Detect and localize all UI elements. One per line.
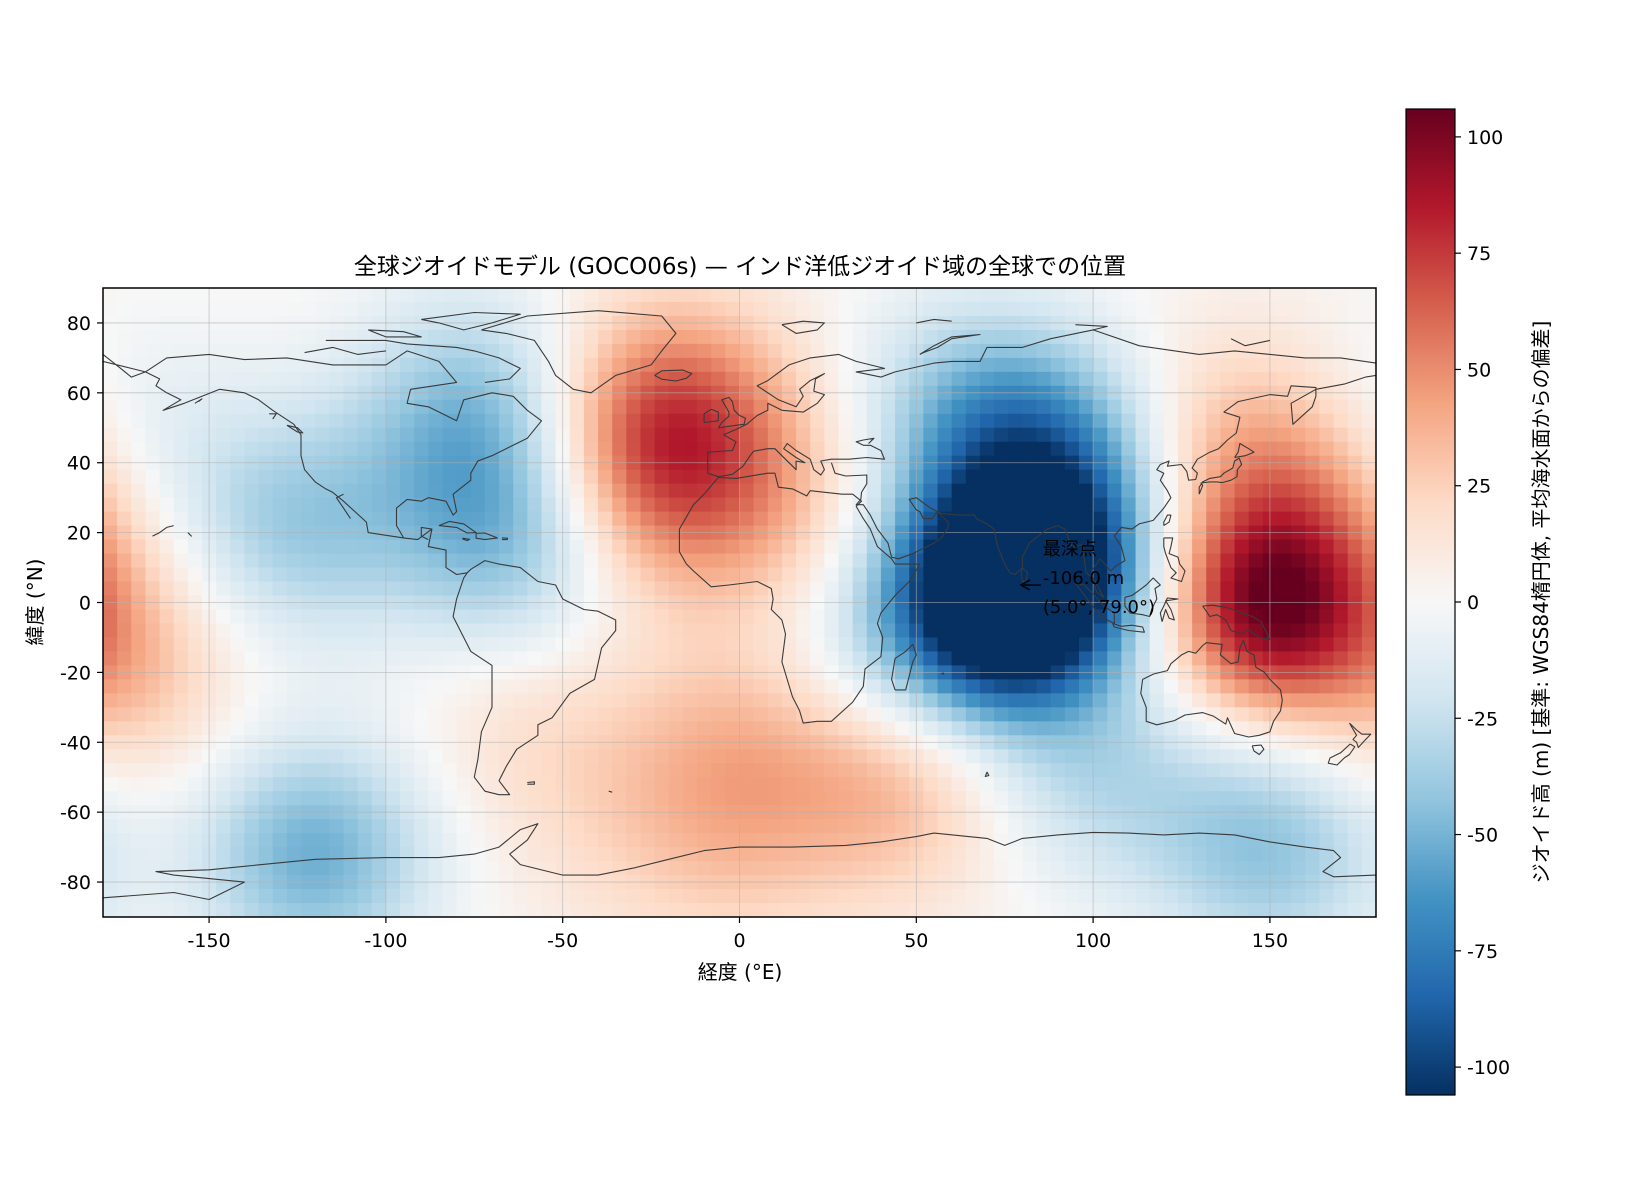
coastline-path	[145, 371, 404, 539]
x-tick-label: 150	[1252, 930, 1288, 952]
y-tick-label: -20	[60, 662, 91, 684]
coastline-path	[1202, 604, 1271, 640]
geoid-field	[103, 288, 1376, 917]
coastline-path	[707, 437, 886, 478]
coastline-path	[1234, 442, 1255, 459]
y-tick-label: 20	[67, 523, 91, 545]
coastline-path	[1112, 622, 1145, 633]
colorbar-tick-label: 0	[1467, 592, 1479, 614]
y-tick-label: 60	[67, 383, 91, 405]
x-tick-label: -150	[188, 930, 231, 952]
coastline-path	[187, 532, 192, 537]
coastline-path	[145, 350, 617, 796]
coastline-path	[103, 353, 146, 378]
y-tick-label: 40	[67, 453, 91, 475]
coastline-path	[462, 537, 471, 542]
coastline-path	[781, 320, 825, 334]
y-tick-label: -60	[60, 802, 91, 824]
annotation-coordinates: (5.0°, 79.0°)	[1043, 597, 1155, 618]
colorbar-tick-label: 50	[1467, 359, 1491, 381]
coastline-path	[1163, 514, 1172, 527]
coastline-path	[717, 396, 747, 429]
x-tick-label: 50	[904, 930, 928, 952]
colorbar-tick-label: -25	[1467, 708, 1498, 730]
coastline-path	[608, 790, 613, 793]
coastline-path	[654, 369, 693, 382]
coastline-path	[367, 329, 422, 338]
coastline-path	[335, 493, 351, 519]
coastline-path	[421, 311, 521, 331]
coastline-path	[501, 537, 509, 541]
coastline-path	[984, 771, 990, 778]
coastline-path	[919, 333, 981, 355]
grid-lines	[103, 288, 1376, 917]
coastline-path	[1198, 457, 1243, 495]
coastline-path	[703, 408, 719, 424]
y-tick-label: -80	[60, 872, 91, 894]
annotation-value: -106.0 m	[1043, 568, 1124, 589]
coastline-path	[1124, 577, 1161, 618]
y-tick-label: 0	[79, 593, 91, 615]
colorbar-tick-label: 75	[1467, 243, 1491, 265]
deepest-point-annotation: 最深点 -106.0 m (5.0°, 79.0°)	[1019, 539, 1155, 618]
coastline-path	[830, 374, 1376, 598]
x-axis-label: 経度 (°E)	[698, 960, 783, 984]
colorbar-label: ジオイド高 (m) [基準: WGS84楕円体, 平均海水面からの偏差]	[1529, 321, 1553, 884]
coastline-path	[1163, 537, 1186, 583]
coastline-path	[475, 532, 498, 541]
coastline-path	[269, 413, 277, 420]
coastline-path	[1251, 744, 1265, 756]
coastline-path	[678, 472, 921, 724]
coastline-path	[438, 520, 477, 534]
coastline-path	[420, 526, 432, 541]
coastline-path	[325, 339, 521, 383]
colorbar-tick-label: -100	[1467, 1057, 1510, 1079]
coastline-path	[304, 346, 386, 355]
coastline-path	[707, 329, 1376, 474]
colorbar-tick-label: 25	[1467, 476, 1491, 498]
colorbar-tick-label: -50	[1467, 825, 1498, 847]
x-tick-label: -50	[547, 930, 578, 952]
coastline-path	[286, 424, 304, 434]
coastline-path	[527, 781, 535, 785]
coastlines	[103, 310, 1376, 901]
coastline-path	[1020, 567, 1029, 583]
chart-title: 全球ジオイドモデル (GOCO06s) — インド洋低ジオイド域の全球での位置	[354, 254, 1126, 280]
x-tick-label: 0	[733, 930, 745, 952]
colorbar-ticks: -100 -75 -50 -25 0 25 50 75 100	[1455, 127, 1510, 1079]
coastline-path	[1159, 597, 1179, 622]
coastline-path	[1327, 743, 1356, 766]
coastline-path	[194, 398, 203, 404]
coastline-path	[152, 525, 174, 537]
coastline-path	[1075, 324, 1108, 331]
colorbar-tick-label: 100	[1467, 127, 1503, 149]
map-plot-area	[103, 288, 1376, 917]
y-tick-label: -40	[60, 732, 91, 754]
coastline-path	[1074, 582, 1115, 625]
coastline-path	[916, 318, 952, 324]
coastline-path	[891, 643, 917, 691]
coastline-path	[103, 823, 1376, 901]
colorbar-tick-label: -75	[1467, 941, 1498, 963]
coastline-path	[940, 672, 945, 675]
annotation-arrow-head	[1019, 579, 1031, 591]
y-tick-label: 80	[67, 313, 91, 335]
x-axis-ticks: -150 -100 -50 0 50 100 150	[188, 917, 1288, 952]
x-tick-label: 100	[1075, 930, 1111, 952]
coastline-path	[1349, 722, 1372, 749]
coastline-path	[1230, 338, 1271, 347]
y-axis-ticks: -80 -60 -40 -20 0 20 40 60 80	[60, 313, 103, 894]
colorbar-gradient	[1406, 109, 1455, 1095]
coastline-path	[1140, 639, 1283, 738]
x-tick-label: -100	[364, 930, 407, 952]
coastline-path	[481, 310, 677, 394]
colorbar: -100 -75 -50 -25 0 25 50 75 100	[1405, 108, 1510, 1096]
annotation-title: 最深点	[1043, 539, 1097, 560]
y-axis-label: 緯度 (°N)	[23, 559, 47, 646]
